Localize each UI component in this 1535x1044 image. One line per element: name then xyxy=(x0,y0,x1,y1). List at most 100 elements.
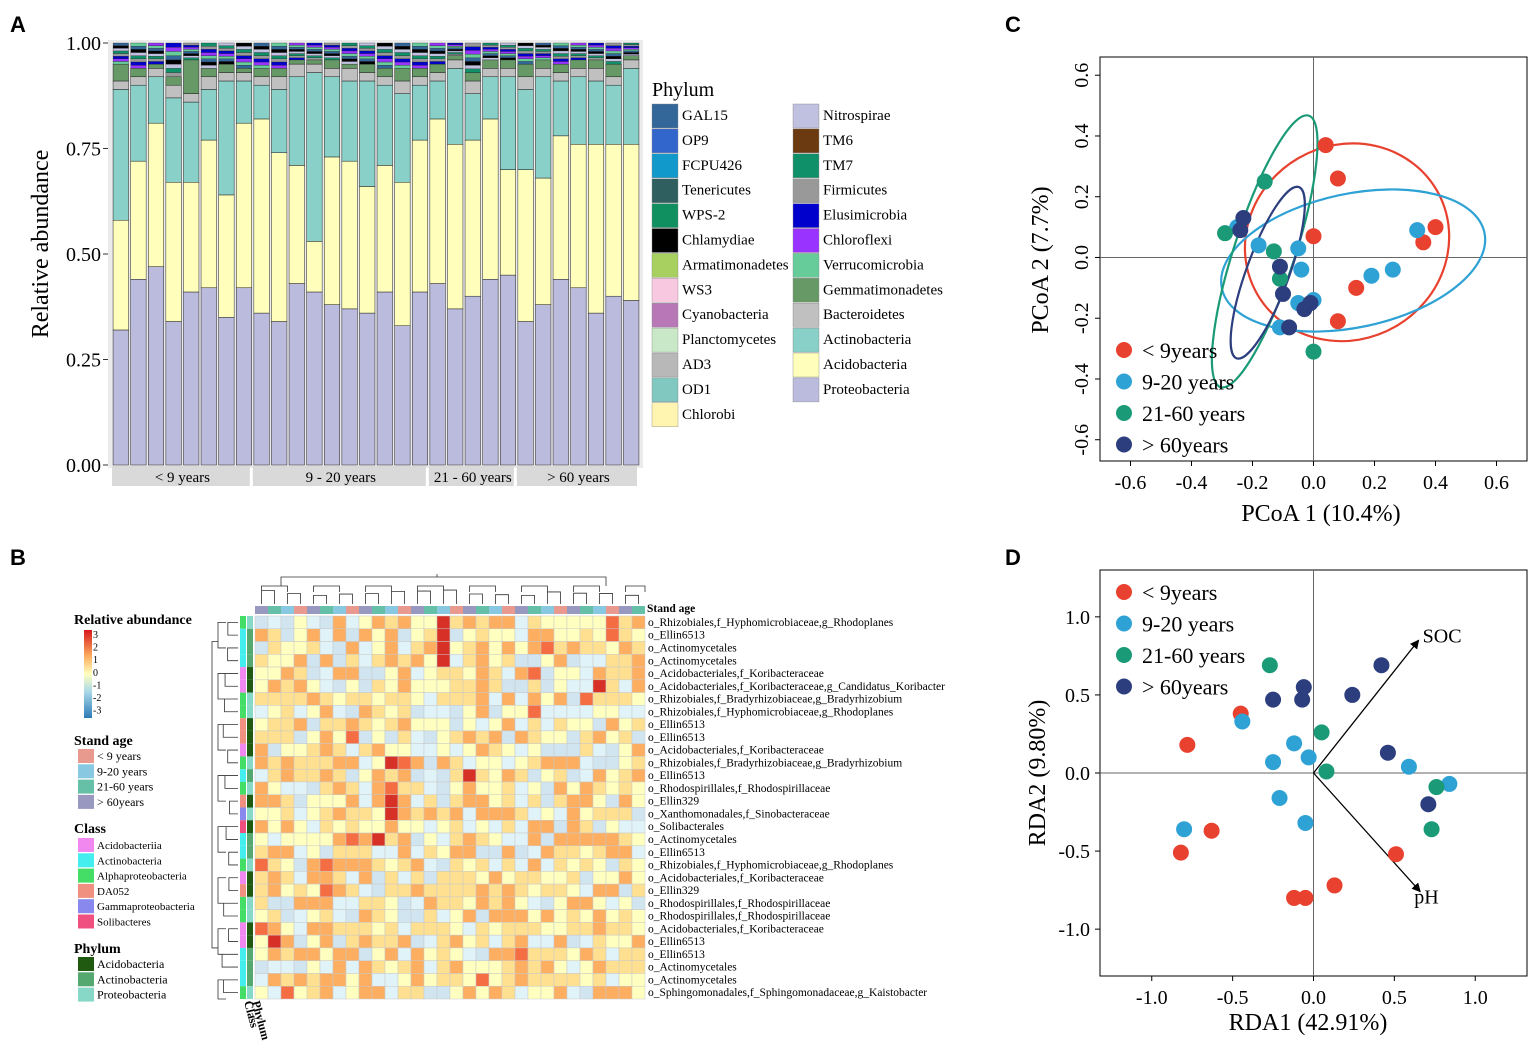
heatmap-cell xyxy=(540,781,555,795)
bar-segment-acidobacteria xyxy=(429,118,446,284)
heatmap-cell xyxy=(319,615,334,630)
heatmap-cell xyxy=(488,641,503,655)
heatmap-cell xyxy=(566,960,581,974)
bar-segment-proteobacteria xyxy=(218,317,235,466)
heatmap-cell xyxy=(475,960,490,974)
bar-segment-minor xyxy=(517,58,534,62)
heatmap-row-label: o_Rhizobiales,f_Hyphomicrobiaceae,g_Rhod… xyxy=(648,617,894,629)
group-label: > 60 years xyxy=(547,470,610,486)
heatmap-cell xyxy=(280,947,295,961)
bar-segment-minor xyxy=(412,58,428,63)
heatmap-cell xyxy=(332,922,347,936)
heatmap-cell xyxy=(462,896,477,910)
heatmap-cell xyxy=(579,717,594,732)
heatmap-cell xyxy=(371,820,386,834)
bar-segment-acidobacteria xyxy=(447,144,464,310)
bar-segment-minor xyxy=(271,61,288,66)
heatmap-cell xyxy=(553,896,568,910)
heatmap-cell xyxy=(436,692,451,706)
heatmap-cell xyxy=(592,628,607,642)
heatmap-cell xyxy=(293,985,308,1000)
bar-segment-minor xyxy=(236,61,252,66)
heatmap-cell xyxy=(332,615,347,630)
heatmap-cell xyxy=(358,807,373,821)
group-label: 21 - 60 years xyxy=(434,470,512,486)
phylum-track-cell xyxy=(247,833,253,846)
heatmap-cell xyxy=(397,730,412,744)
heatmap-cell xyxy=(319,871,334,885)
phylum-swatch xyxy=(78,972,94,987)
bar-segment-minor xyxy=(306,53,323,56)
heatmap-cell xyxy=(423,909,438,923)
bar-segment-actinobacteria xyxy=(429,80,446,120)
data-point xyxy=(1427,219,1444,236)
bar-segment-acidobacteria xyxy=(359,186,376,314)
group-strip xyxy=(112,466,250,486)
class-track-cell xyxy=(240,820,246,834)
heatmap-cell xyxy=(540,743,555,757)
stand-age-cell xyxy=(372,606,385,614)
heatmap-cell xyxy=(579,858,594,872)
legend-swatch xyxy=(792,327,820,353)
heatmap-cell xyxy=(280,922,295,936)
heatmap-cell xyxy=(540,871,555,885)
heatmap-cell xyxy=(475,756,490,770)
heatmap-cell xyxy=(293,794,308,808)
heatmap-cell xyxy=(319,666,334,681)
heatmap-cell xyxy=(527,615,542,630)
legend-swatch xyxy=(651,327,679,353)
heatmap-cell xyxy=(332,768,347,783)
heatmap-cell xyxy=(501,947,516,961)
data-point xyxy=(1286,889,1303,906)
heatmap-cell xyxy=(384,679,399,693)
bar-segment-minor xyxy=(500,51,516,54)
heatmap-cell xyxy=(592,730,607,744)
heatmap-cell xyxy=(436,794,451,808)
heatmap-cell xyxy=(358,781,373,795)
phylum-track-cell xyxy=(247,769,253,782)
heatmap-cell xyxy=(579,768,594,783)
heatmap-cell xyxy=(254,628,269,642)
heatmap-cell xyxy=(553,985,568,1000)
heatmap-row-label: o_Ellin6513 xyxy=(648,732,705,744)
heatmap-cell xyxy=(605,730,620,744)
heatmap-cell xyxy=(514,909,529,923)
heatmap-cell xyxy=(514,871,529,885)
phylum-label: Proteobacteria xyxy=(97,988,167,1002)
panel-b-dendrograms xyxy=(211,574,646,1000)
heatmap-cell xyxy=(618,934,633,949)
bar-segment-proteobacteria xyxy=(482,279,499,466)
heatmap-cell xyxy=(306,666,321,681)
bar-segment-minor xyxy=(306,44,323,48)
phylum-track-cell xyxy=(247,909,253,923)
heatmap-cell xyxy=(527,743,542,757)
heatmap-cell xyxy=(436,960,451,974)
bar-segment-bacteroidetes xyxy=(464,80,481,94)
heatmap-cell xyxy=(618,985,633,1000)
bar-segment-minor xyxy=(271,42,288,47)
bar-segment-gemmatimonadetes xyxy=(218,63,235,73)
x-tick-label: -0.5 xyxy=(1217,987,1249,1009)
heatmap-cell xyxy=(475,705,490,719)
y-tick-label: 0.4 xyxy=(1071,123,1093,148)
heatmap-cell xyxy=(566,730,581,744)
data-point xyxy=(1305,228,1322,245)
heatmap-cell xyxy=(410,641,425,655)
heatmap-cell xyxy=(306,896,321,910)
heatmap-cell xyxy=(384,871,399,885)
heatmap-cell xyxy=(514,679,529,693)
bar-segment-minor xyxy=(447,47,464,50)
heatmap-cell xyxy=(631,832,646,847)
heatmap-cell xyxy=(566,947,581,961)
heatmap-row-label: o_Rhodospirillales,f_Rhodospirillaceae xyxy=(648,898,830,910)
data-point xyxy=(1235,209,1252,226)
heatmap-cell xyxy=(553,973,568,987)
heatmap-cell xyxy=(254,985,269,1000)
heatmap-cell xyxy=(280,832,295,847)
heatmap-cell xyxy=(592,820,607,834)
heatmap-cell xyxy=(527,820,542,834)
heatmap-cell xyxy=(631,896,646,910)
bar-segment-actinobacteria xyxy=(112,89,129,221)
heatmap-cell xyxy=(449,717,464,732)
